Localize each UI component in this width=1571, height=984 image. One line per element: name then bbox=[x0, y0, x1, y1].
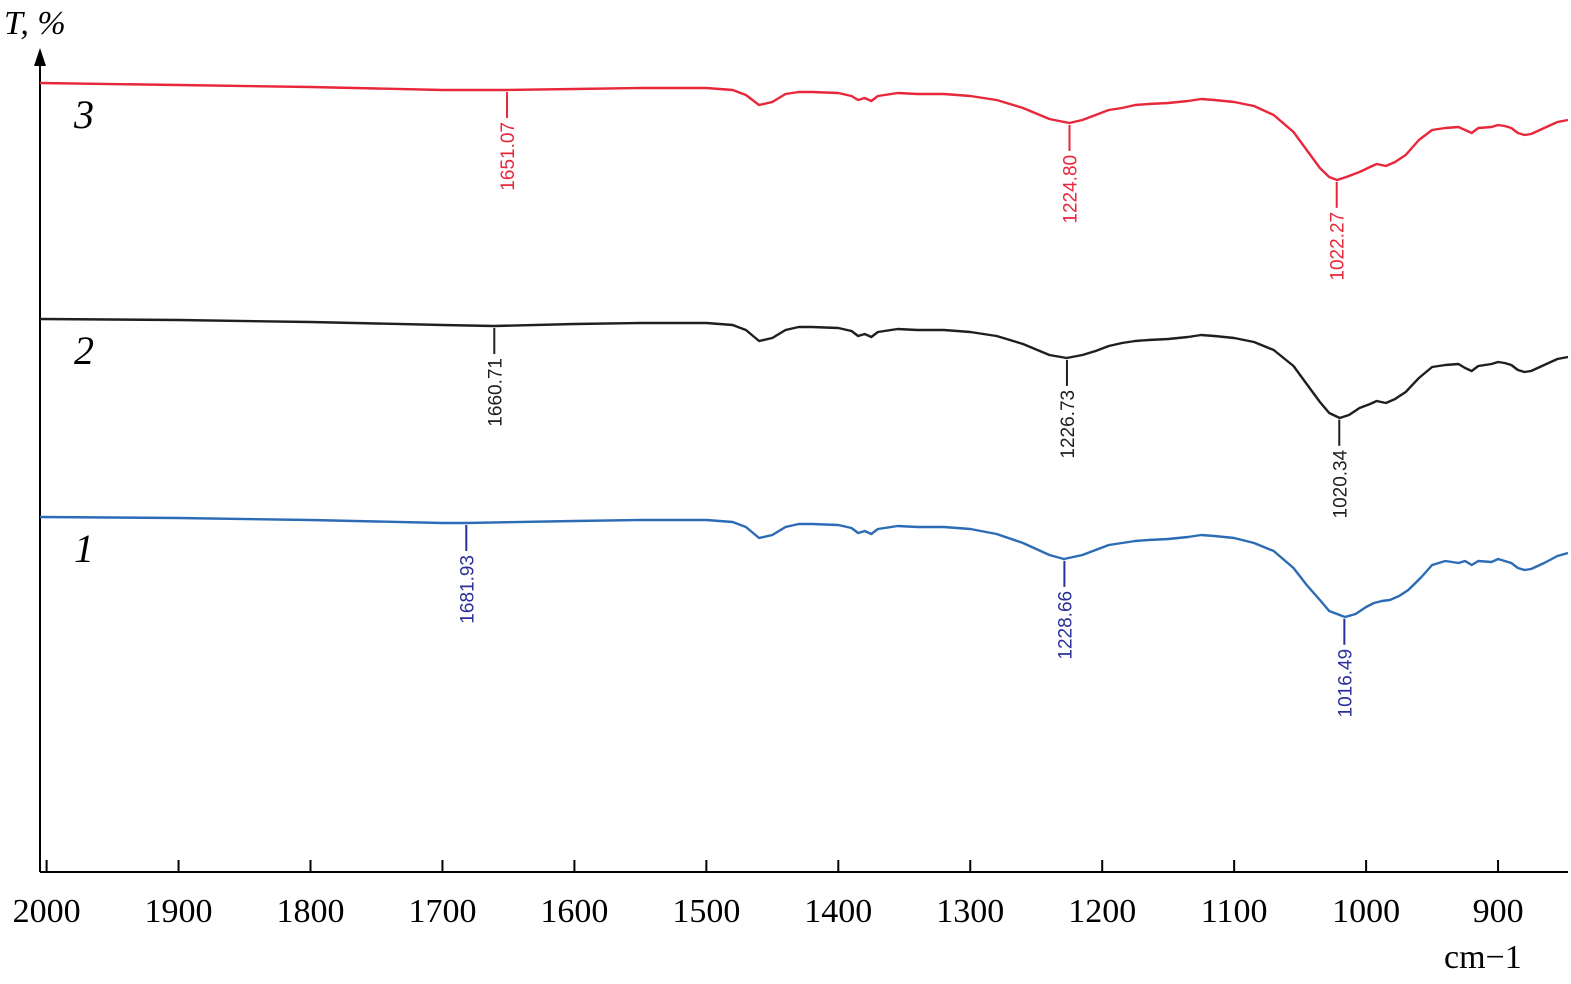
peak-label: 1651.07 bbox=[498, 122, 519, 191]
peak-label: 1681.93 bbox=[457, 555, 478, 624]
x-tick-label: 1600 bbox=[540, 893, 608, 930]
x-tick-label: 1500 bbox=[672, 893, 740, 930]
peak-label: 1022.27 bbox=[1328, 212, 1349, 281]
series-line-1 bbox=[39, 515, 1569, 619]
series-label-1: 1 bbox=[74, 526, 94, 571]
annotation-layer: 1651.07 1224.80 1022.27 1660.71 1226.73 1020.… bbox=[457, 92, 1356, 717]
x-tick-label: 1900 bbox=[145, 893, 213, 930]
x-tick-label: 1000 bbox=[1332, 893, 1400, 930]
x-tick-label: 2000 bbox=[13, 893, 81, 930]
x-tick-label: 1800 bbox=[277, 893, 345, 930]
peak-label: 1660.71 bbox=[485, 358, 506, 427]
series-line-3 bbox=[39, 81, 1569, 182]
peak-label: 1226.73 bbox=[1058, 390, 1079, 459]
x-tick-label: 1200 bbox=[1068, 893, 1136, 930]
series-line-2 bbox=[39, 317, 1569, 420]
peak-label: 1224.80 bbox=[1061, 155, 1082, 224]
x-tick-label: 1100 bbox=[1201, 893, 1268, 930]
peak-label: 1016.49 bbox=[1335, 649, 1356, 718]
peak-label: 1228.66 bbox=[1055, 591, 1076, 660]
series-label-2: 2 bbox=[74, 328, 94, 373]
axes: T, % cm−1 bbox=[4, 5, 1568, 976]
y-axis-title: T, % bbox=[4, 5, 66, 42]
x-tick-label: 1700 bbox=[408, 893, 476, 930]
series-layer: 3 2 1 bbox=[39, 81, 1569, 619]
x-tick-label: 1300 bbox=[936, 893, 1004, 930]
y-axis-arrow-icon bbox=[34, 48, 46, 66]
x-axis-unit-label: cm−1 bbox=[1444, 939, 1522, 976]
series-label-3: 3 bbox=[73, 92, 94, 137]
x-tick-label: 1400 bbox=[804, 893, 872, 930]
peak-label: 1020.34 bbox=[1330, 449, 1351, 518]
x-tick-label: 900 bbox=[1473, 893, 1524, 930]
x-ticks: 2000 1900 1800 1700 1600 1500 1400 1300 1200 1100… bbox=[13, 860, 1524, 930]
